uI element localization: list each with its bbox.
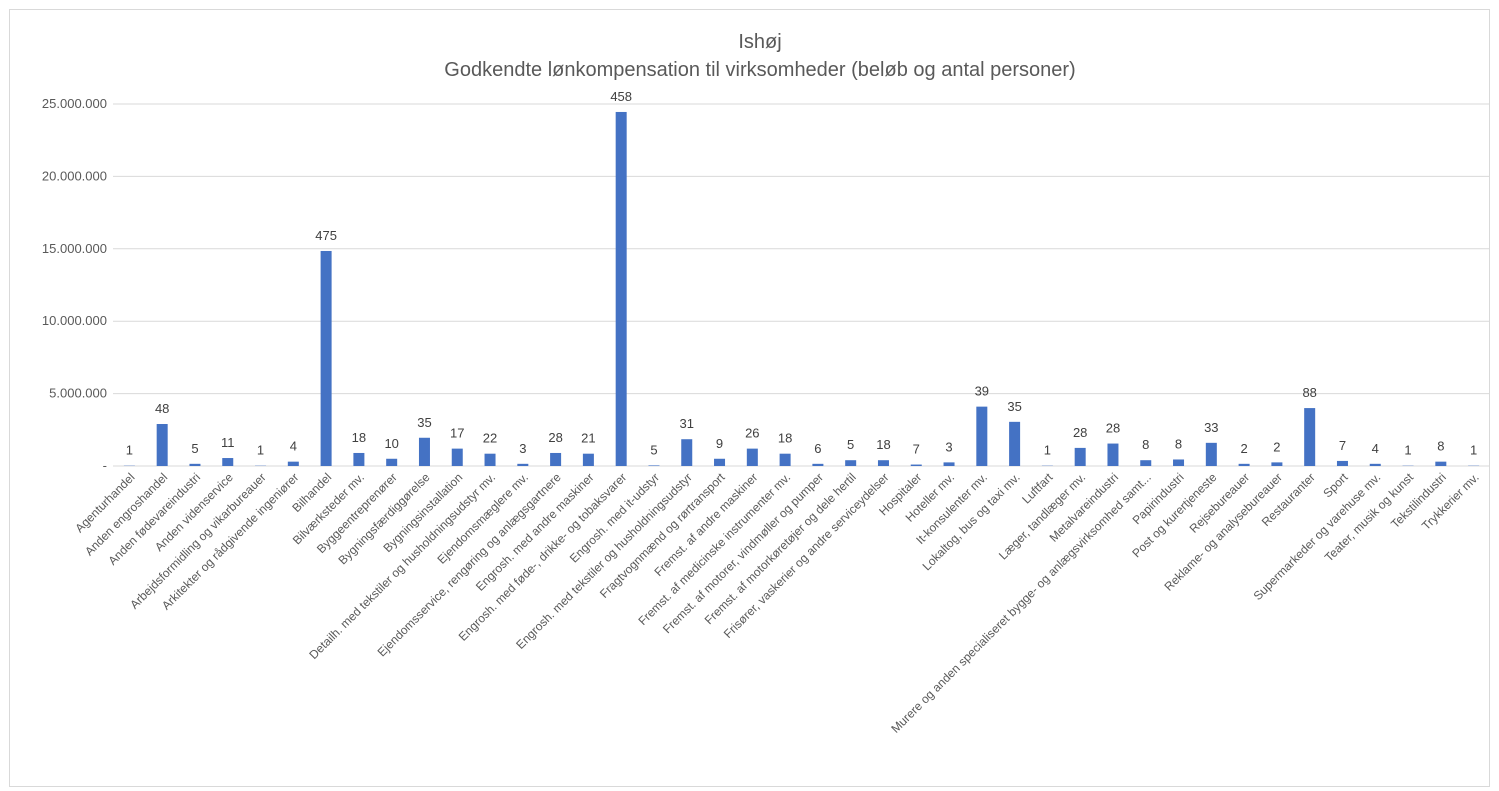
data-label: 18 (352, 430, 366, 445)
bar (353, 452, 365, 466)
data-label: 28 (1073, 425, 1087, 440)
data-label: 3 (519, 441, 526, 456)
bar (418, 437, 430, 466)
data-label: 5 (650, 442, 657, 457)
bar (845, 460, 857, 466)
y-tick-label: 15.000.000 (42, 241, 107, 256)
data-label: 18 (778, 431, 792, 446)
bar (1369, 463, 1381, 466)
data-label: 35 (1007, 399, 1021, 414)
data-label: 18 (876, 437, 890, 452)
bar (976, 406, 988, 466)
data-label: 31 (680, 416, 694, 431)
data-label: 1 (126, 443, 133, 458)
x-tick-label: Sport (1320, 470, 1351, 501)
x-tick-label: Murere og anden specialiseret bygge- og … (888, 470, 1154, 736)
data-label: 10 (384, 436, 398, 451)
bar (451, 448, 463, 466)
y-axis-ticks: - 5.000.000 10.000.000 15.000.000 20.000.000… (42, 96, 107, 473)
bar (1271, 462, 1283, 466)
bar (910, 464, 922, 466)
bar (1009, 421, 1021, 466)
bar (877, 460, 889, 466)
data-label: 7 (1339, 438, 1346, 453)
data-label: 1 (1404, 443, 1411, 458)
bar (746, 448, 758, 466)
bar (1140, 460, 1152, 466)
bar (1304, 408, 1316, 466)
data-label: 17 (450, 426, 464, 441)
y-tick-label: 10.000.000 (42, 313, 107, 328)
data-label: 28 (548, 430, 562, 445)
bar (484, 453, 496, 466)
bar (648, 465, 660, 466)
data-label: 11 (221, 435, 235, 450)
bar (615, 111, 627, 467)
bar (287, 461, 299, 466)
y-tick-label: 25.000.000 (42, 96, 107, 111)
data-label: 8 (1175, 436, 1182, 451)
bar (386, 458, 398, 466)
bar (779, 453, 791, 466)
data-label: 1 (257, 443, 264, 458)
bar (681, 439, 693, 466)
bars (123, 111, 1480, 467)
bar (1074, 447, 1086, 466)
chart-frame (9, 9, 1490, 787)
y-tick-label: 5.000.000 (49, 386, 107, 401)
bar (812, 463, 824, 466)
data-label: 21 (581, 431, 595, 446)
data-label: 6 (814, 441, 821, 456)
data-label: 7 (913, 442, 920, 457)
data-label: 2 (1273, 439, 1280, 454)
data-label: 4 (290, 439, 297, 454)
data-label: 22 (483, 431, 497, 446)
data-label: 28 (1106, 421, 1120, 436)
bar (320, 250, 332, 466)
bar (189, 463, 201, 466)
bar (550, 452, 562, 466)
chart-title: Ishøj (738, 31, 781, 53)
data-label: 475 (315, 228, 337, 243)
bar (943, 462, 955, 466)
data-label: 1 (1044, 443, 1051, 458)
data-label: 3 (945, 439, 952, 454)
data-label: 39 (975, 384, 989, 399)
bar (1173, 459, 1185, 466)
data-label: 1 (1470, 443, 1477, 458)
data-label: 458 (610, 89, 632, 104)
y-tick-label: 20.000.000 (42, 168, 107, 183)
chart-subtitle: Godkendte lønkompensation til virksomhed… (444, 59, 1075, 81)
data-label: 9 (716, 436, 723, 451)
data-label: 5 (191, 441, 198, 456)
data-label: 2 (1240, 441, 1247, 456)
data-label: 8 (1142, 437, 1149, 452)
bar (1435, 461, 1447, 466)
bar (714, 458, 726, 466)
bar (1107, 443, 1119, 466)
data-label: 48 (155, 401, 169, 416)
data-label: 26 (745, 426, 759, 441)
bar (582, 453, 594, 466)
data-label: 5 (847, 437, 854, 452)
gridlines (113, 103, 1490, 467)
y-tick-label: - (103, 458, 107, 473)
bar (1205, 442, 1217, 466)
data-label: 8 (1437, 439, 1444, 454)
x-tick-label: Fremst. af motorkøretøjer og dele hertil (702, 470, 859, 627)
data-label: 33 (1204, 420, 1218, 435)
bar (1336, 460, 1348, 466)
bar (222, 458, 234, 466)
bar (156, 424, 168, 466)
data-label: 4 (1372, 441, 1379, 456)
data-label: 35 (417, 415, 431, 430)
bar (1238, 463, 1250, 466)
bar (517, 463, 529, 466)
data-label: 88 (1302, 385, 1316, 400)
